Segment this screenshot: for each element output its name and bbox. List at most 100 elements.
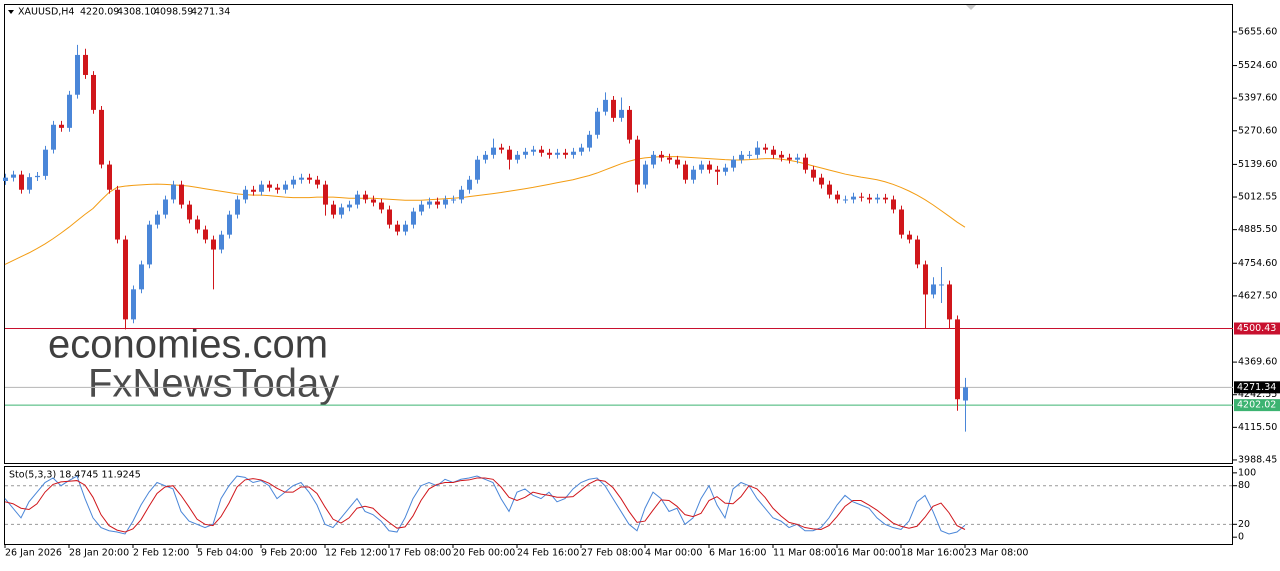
candle-body xyxy=(923,264,928,295)
price-label: 4500.43 xyxy=(1237,323,1276,334)
symbol: XAUUSD,H4 xyxy=(18,7,74,18)
x-tick-label: 4 Mar 00:00 xyxy=(645,548,702,559)
candle-body xyxy=(411,211,416,225)
candle-body xyxy=(3,177,8,181)
candle-body xyxy=(627,109,632,140)
candle-body xyxy=(363,194,368,200)
candle-body xyxy=(187,204,192,220)
y-tick-label: 5270.60 xyxy=(1238,125,1277,136)
y-tick-label: 100 xyxy=(1238,467,1256,478)
main-panel xyxy=(4,4,1233,464)
x-tick-label: 18 Mar 16:00 xyxy=(901,548,964,559)
candle-body xyxy=(155,214,160,225)
candle-body xyxy=(523,151,528,155)
candle-body xyxy=(715,169,720,172)
y-tick-label: 0 xyxy=(1238,532,1244,543)
watermark-text: economies.com xyxy=(48,323,328,367)
candle-body xyxy=(635,139,640,185)
y-tick-label: 4369.60 xyxy=(1238,357,1277,368)
y-tick-label: 5139.60 xyxy=(1238,159,1277,170)
candle-body xyxy=(779,154,784,158)
candle-body xyxy=(555,152,560,155)
candle-body xyxy=(267,184,272,188)
candle-body xyxy=(51,124,56,150)
candle-body xyxy=(203,229,208,240)
x-tick-label: 9 Feb 20:00 xyxy=(261,548,317,559)
candle-body xyxy=(75,54,80,95)
x-tick-label: 20 Feb 00:00 xyxy=(453,548,515,559)
candle-body xyxy=(571,151,576,155)
candle-body xyxy=(283,184,288,190)
candle-body xyxy=(251,189,256,192)
indicator-panel xyxy=(4,466,1233,545)
candle-body xyxy=(419,204,424,212)
ohlc-low: 4098.59 xyxy=(154,7,193,18)
candle-body xyxy=(163,199,168,215)
candle-body xyxy=(123,239,128,320)
candle-body xyxy=(507,149,512,160)
candle-body xyxy=(707,164,712,170)
y-tick-label: 20 xyxy=(1238,519,1250,530)
candle-body xyxy=(219,234,224,250)
menu-arrow xyxy=(8,10,14,14)
candle-body xyxy=(339,207,344,215)
candle-body xyxy=(851,196,856,200)
candle-body xyxy=(915,239,920,265)
x-tick-label: 11 Mar 08:00 xyxy=(773,548,836,559)
candle-body xyxy=(227,214,232,235)
y-tick-label: 3988.45 xyxy=(1238,454,1277,465)
shift-marker xyxy=(966,5,976,10)
candle-body xyxy=(819,177,824,185)
candle-body xyxy=(315,179,320,185)
x-tick-label: 2 Feb 12:00 xyxy=(133,548,189,559)
ohlc-close: 4271.34 xyxy=(191,7,230,18)
candle-body xyxy=(43,149,48,176)
candle-body xyxy=(91,74,96,110)
candle-body xyxy=(147,224,152,265)
candle-body xyxy=(955,319,960,400)
candle-body xyxy=(483,154,488,160)
candle-body xyxy=(699,164,704,170)
candle-body xyxy=(323,184,328,205)
y-tick-label: 5655.60 xyxy=(1238,26,1277,37)
candle-body xyxy=(499,147,504,150)
y-tick-label: 4754.60 xyxy=(1238,258,1277,269)
candle-body xyxy=(811,169,816,178)
candle-body xyxy=(603,99,608,112)
candle-body xyxy=(899,209,904,235)
candle-body xyxy=(171,184,176,200)
ohlc-high: 4308.10 xyxy=(117,7,156,18)
stochastic-signal xyxy=(4,477,966,533)
candle-body xyxy=(275,187,280,190)
candle-body xyxy=(675,159,680,165)
candle-body xyxy=(107,164,112,190)
candle-body xyxy=(211,239,216,250)
candle-body xyxy=(475,159,480,180)
y-tick-label: 5524.60 xyxy=(1238,60,1277,71)
watermark-text: FxNewsToday xyxy=(88,362,339,406)
y-tick-label: 4885.50 xyxy=(1238,224,1277,235)
candle-body xyxy=(883,197,888,200)
candle-body xyxy=(243,189,248,200)
candle-body xyxy=(427,201,432,205)
x-tick-label: 27 Feb 08:00 xyxy=(581,548,643,559)
candle-body xyxy=(67,94,72,128)
watermark: economies.com FxNewsToday xyxy=(48,323,339,406)
y-tick-label: 5397.60 xyxy=(1238,93,1277,104)
candle-body xyxy=(939,284,944,286)
candle-body xyxy=(659,154,664,158)
candle-body xyxy=(451,199,456,201)
candle-body xyxy=(539,149,544,153)
candle-body xyxy=(371,199,376,203)
indicator-label: Sto(5,3,3) 18.4745 11.9245 xyxy=(9,470,141,481)
stochastic-main xyxy=(4,475,966,535)
candle-body xyxy=(611,99,616,118)
candle-body xyxy=(395,224,400,232)
candle-body xyxy=(763,147,768,150)
candle-body xyxy=(355,194,360,205)
candle-body xyxy=(115,189,120,240)
candle-body xyxy=(947,284,952,320)
x-tick-label: 16 Mar 00:00 xyxy=(837,548,900,559)
